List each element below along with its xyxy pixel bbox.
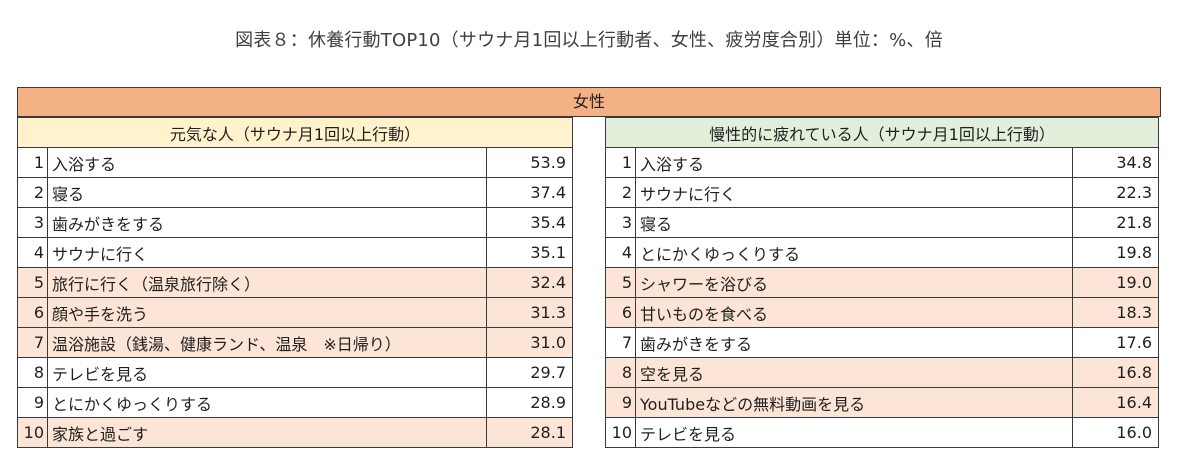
rank-cell: 5 — [17, 267, 48, 298]
rank-cell: 4 — [17, 237, 48, 268]
rank-cell: 3 — [17, 207, 48, 238]
rank-cell: 9 — [17, 387, 48, 418]
percentage-cell: 28.9 — [485, 387, 574, 418]
page-title: 図表８：休養行動TOP10（サウナ月1回以上行動者、女性、疲労度合別）単位：%、… — [235, 30, 943, 51]
activity-cell: 歯みがきをする — [47, 207, 487, 238]
activity-cell: 温浴施設（銭湯、健康ランド、温泉 ※日帰り） — [47, 327, 487, 358]
right-panel: 慢性的に疲れている人（サウナ月1回以上行動） 1 入浴する 34.8 2 サウナに行く 2… — [605, 117, 1160, 448]
percentage-cell: 17.6 — [1071, 327, 1160, 358]
rank-cell: 1 — [605, 147, 636, 178]
table-row: 6 顔や手を洗う 31.3 — [17, 297, 574, 328]
percentage-cell: 19.8 — [1071, 237, 1160, 268]
percentage-cell: 37.4 — [485, 177, 574, 208]
table-row: 9 YouTubeなどの無料動画を見る 16.4 — [605, 387, 1160, 418]
percentage-cell: 32.4 — [485, 267, 574, 298]
table-row: 7 歯みがきをする 17.6 — [605, 327, 1160, 358]
rank-cell: 8 — [605, 357, 636, 388]
activity-cell: 入浴する — [635, 147, 1073, 178]
percentage-cell: 16.0 — [1071, 417, 1160, 448]
rank-cell: 9 — [605, 387, 636, 418]
activity-cell: 家族と過ごす — [47, 417, 487, 448]
rank-cell: 7 — [605, 327, 636, 358]
activity-cell: シャワーを浴びる — [635, 267, 1073, 298]
table-row: 10 家族と過ごす 28.1 — [17, 417, 574, 448]
activity-cell: 甘いものを食べる — [635, 297, 1073, 328]
right-ranking-table: 慢性的に疲れている人（サウナ月1回以上行動） 1 入浴する 34.8 2 サウナに行く 2… — [605, 117, 1160, 448]
percentage-cell: 16.4 — [1071, 387, 1160, 418]
table-row: 5 旅行に行く（温泉旅行除く） 32.4 — [17, 267, 574, 298]
rank-cell: 7 — [17, 327, 48, 358]
percentage-cell: 53.9 — [485, 147, 574, 178]
table-row: 10 テレビを見る 16.0 — [605, 417, 1160, 448]
activity-cell: とにかくゆっくりする — [47, 387, 487, 418]
percentage-cell: 28.1 — [485, 417, 574, 448]
activity-cell: サウナに行く — [47, 237, 487, 268]
table-row: 3 寝る 21.8 — [605, 207, 1160, 238]
table-row: 4 サウナに行く 35.1 — [17, 237, 574, 268]
table-row: 2 寝る 37.4 — [17, 177, 574, 208]
activity-cell: サウナに行く — [635, 177, 1073, 208]
table-row: 1 入浴する 53.9 — [17, 147, 574, 178]
percentage-cell: 29.7 — [485, 357, 574, 388]
left-ranking-table: 元気な人（サウナ月1回以上行動） 1 入浴する 53.9 2 寝る 37.4 3 歯みがきをす… — [17, 117, 574, 448]
rank-cell: 4 — [605, 237, 636, 268]
rank-cell: 6 — [605, 297, 636, 328]
percentage-cell: 19.0 — [1071, 267, 1160, 298]
activity-cell: 空を見る — [635, 357, 1073, 388]
right-table-header: 慢性的に疲れている人（サウナ月1回以上行動） — [605, 117, 1159, 148]
group-header-female: 女性 — [17, 87, 1161, 117]
rank-cell: 3 — [605, 207, 636, 238]
table-row: 3 歯みがきをする 35.4 — [17, 207, 574, 238]
table-row: 7 温浴施設（銭湯、健康ランド、温泉 ※日帰り） 31.0 — [17, 327, 574, 358]
rank-cell: 1 — [17, 147, 48, 178]
right-table-body: 1 入浴する 34.8 2 サウナに行く 22.3 3 寝る 21.8 4 とにかくゆっくりする 19… — [605, 147, 1160, 448]
table-row: 9 とにかくゆっくりする 28.9 — [17, 387, 574, 418]
percentage-cell: 21.8 — [1071, 207, 1160, 238]
percentage-cell: 16.8 — [1071, 357, 1160, 388]
table-row: 1 入浴する 34.8 — [605, 147, 1160, 178]
percentage-cell: 35.4 — [485, 207, 574, 238]
left-panel: 元気な人（サウナ月1回以上行動） 1 入浴する 53.9 2 寝る 37.4 3 歯みがきをす… — [17, 117, 574, 448]
percentage-cell: 34.8 — [1071, 147, 1160, 178]
percentage-cell: 22.3 — [1071, 177, 1160, 208]
activity-cell: とにかくゆっくりする — [635, 237, 1073, 268]
table-row: 2 サウナに行く 22.3 — [605, 177, 1160, 208]
activity-cell: テレビを見る — [635, 417, 1073, 448]
left-table-header: 元気な人（サウナ月1回以上行動） — [17, 117, 573, 148]
rank-cell: 8 — [17, 357, 48, 388]
rank-cell: 2 — [605, 177, 636, 208]
left-table-body: 1 入浴する 53.9 2 寝る 37.4 3 歯みがきをする 35.4 4 サウナに行く 35.1 5… — [17, 147, 574, 448]
rank-cell: 2 — [17, 177, 48, 208]
activity-cell: 歯みがきをする — [635, 327, 1073, 358]
activity-cell: テレビを見る — [47, 357, 487, 388]
table-row: 8 空を見る 16.8 — [605, 357, 1160, 388]
rank-cell: 10 — [17, 417, 48, 448]
table-row: 5 シャワーを浴びる 19.0 — [605, 267, 1160, 298]
percentage-cell: 31.3 — [485, 297, 574, 328]
table-row: 4 とにかくゆっくりする 19.8 — [605, 237, 1160, 268]
table-row: 8 テレビを見る 29.7 — [17, 357, 574, 388]
activity-cell: YouTubeなどの無料動画を見る — [635, 387, 1073, 418]
percentage-cell: 31.0 — [485, 327, 574, 358]
rank-cell: 5 — [605, 267, 636, 298]
activity-cell: 寝る — [47, 177, 487, 208]
activity-cell: 入浴する — [47, 147, 487, 178]
table-row: 6 甘いものを食べる 18.3 — [605, 297, 1160, 328]
percentage-cell: 18.3 — [1071, 297, 1160, 328]
ranking-tables: 女性 元気な人（サウナ月1回以上行動） 1 入浴する 53.9 2 寝る 37.4 3 歯みが… — [17, 87, 1161, 448]
activity-cell: 寝る — [635, 207, 1073, 238]
activity-cell: 旅行に行く（温泉旅行除く） — [47, 267, 487, 298]
rank-cell: 6 — [17, 297, 48, 328]
rank-cell: 10 — [605, 417, 636, 448]
percentage-cell: 35.1 — [485, 237, 574, 268]
activity-cell: 顔や手を洗う — [47, 297, 487, 328]
